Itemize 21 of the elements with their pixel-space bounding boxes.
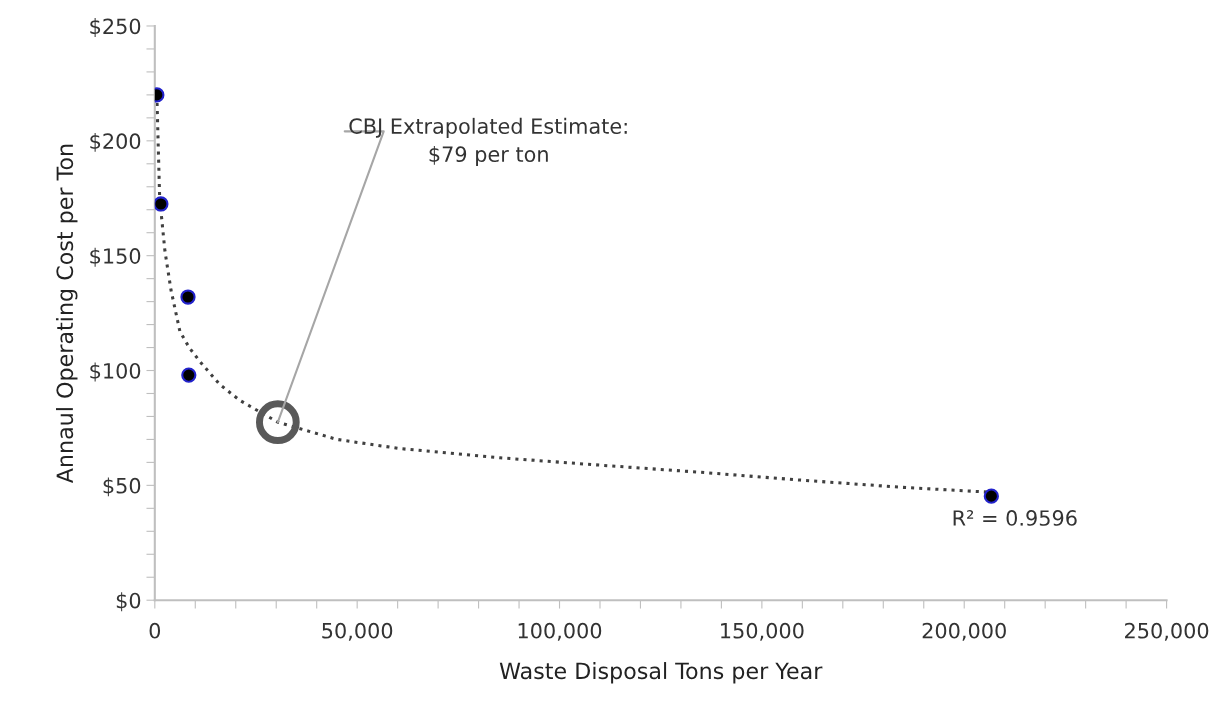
x-tick-label: 0 — [149, 622, 161, 639]
point — [983, 488, 999, 504]
x-tick-label: 250,000 — [1125, 622, 1209, 641]
y-tick-label: $100 — [90, 362, 141, 382]
annotation: CBJ Extrapolated Estimate: $79 per ton — [349, 117, 627, 167]
y-tick-label: $150 — [90, 247, 141, 267]
x-tick-label: 200,000 — [922, 622, 1006, 641]
point — [181, 367, 197, 383]
point — [180, 289, 196, 305]
x-tick-label: 150,000 — [721, 622, 804, 641]
x-tick-label: 100,000 — [518, 622, 602, 641]
point — [256, 400, 300, 445]
annotation: R² = 0.9596 — [953, 510, 1077, 526]
x-axis-title: Waste Disposal Tons per Year — [499, 662, 823, 684]
y-axis-title: Annaul Operating Cost per Ton — [55, 144, 78, 484]
y-tick-label: $0 — [116, 592, 141, 612]
point — [154, 196, 169, 212]
x-tick-label: 50,000 — [322, 622, 393, 641]
y-tick-label: $50 — [103, 477, 141, 497]
y-tick-label: $250 — [90, 18, 141, 37]
y-tick-label: $200 — [90, 132, 141, 152]
